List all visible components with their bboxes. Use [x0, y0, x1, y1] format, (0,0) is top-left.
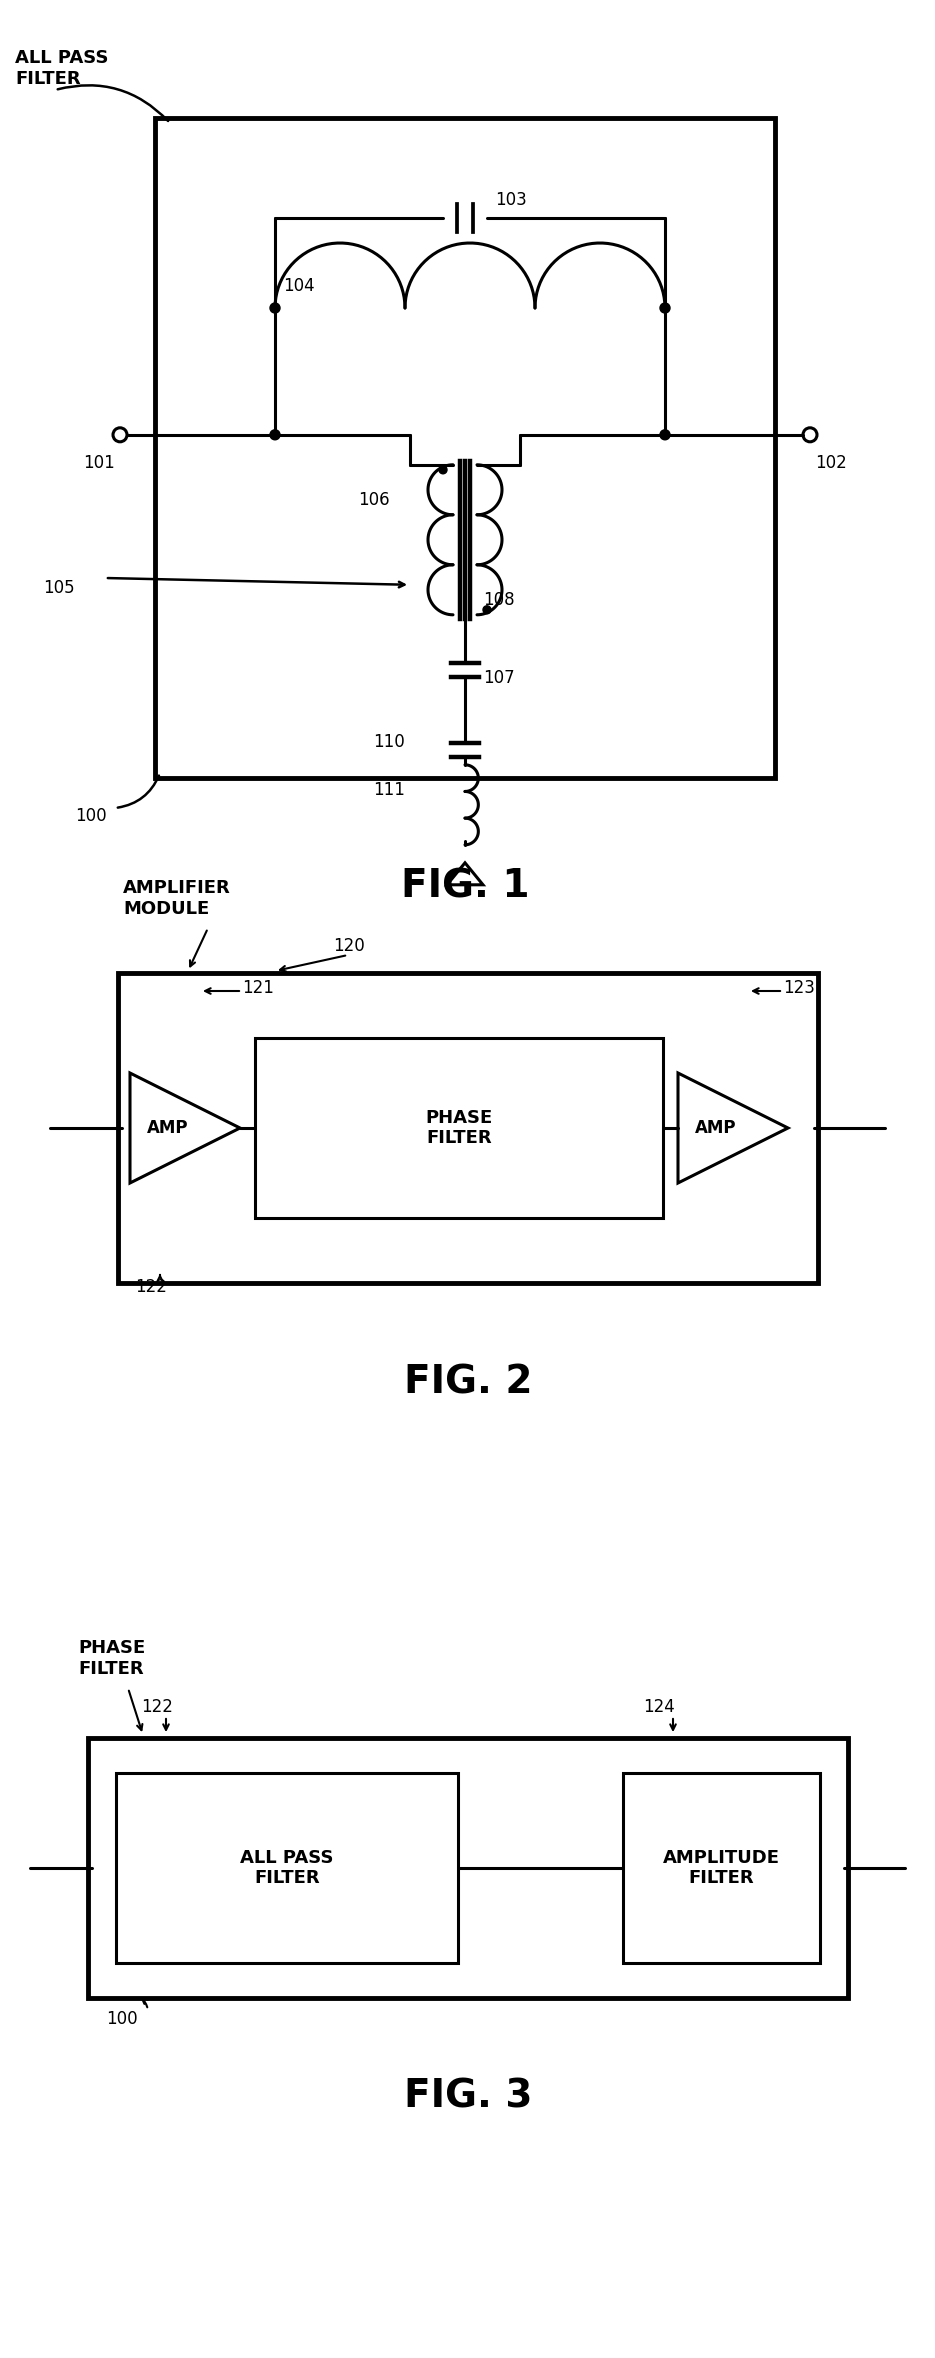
Text: 105: 105	[43, 580, 75, 597]
Text: 102: 102	[815, 453, 847, 472]
Text: 100: 100	[75, 806, 107, 825]
Bar	[255, 1038, 663, 1219]
Circle shape	[483, 606, 491, 613]
Text: 101: 101	[83, 453, 115, 472]
Circle shape	[660, 429, 670, 441]
Text: 110: 110	[373, 733, 405, 750]
Text: FIG. 3: FIG. 3	[404, 2077, 532, 2115]
Bar	[155, 118, 775, 778]
Text: AMP: AMP	[147, 1120, 189, 1137]
Circle shape	[660, 302, 670, 314]
Text: 122: 122	[135, 1278, 166, 1297]
Bar	[118, 974, 818, 1283]
Circle shape	[270, 429, 280, 441]
Text: AMP: AMP	[696, 1120, 737, 1137]
Text: FIG. 2: FIG. 2	[404, 1363, 532, 1401]
Text: ALL PASS
FILTER: ALL PASS FILTER	[240, 1849, 334, 1886]
Circle shape	[270, 302, 280, 314]
Text: 106: 106	[358, 490, 390, 509]
Text: 121: 121	[242, 979, 274, 997]
Circle shape	[439, 467, 447, 474]
Text: 111: 111	[373, 780, 405, 799]
Text: AMPLIFIER
MODULE: AMPLIFIER MODULE	[123, 880, 231, 917]
Text: PHASE
FILTER: PHASE FILTER	[425, 1108, 493, 1148]
Text: 100: 100	[106, 2009, 137, 2028]
Text: PHASE
FILTER: PHASE FILTER	[78, 1639, 145, 1679]
Bar	[116, 1773, 458, 1962]
Text: 107: 107	[483, 670, 514, 686]
Text: 108: 108	[483, 592, 514, 608]
Text: 103: 103	[495, 191, 526, 210]
Text: ALL PASS
FILTER: ALL PASS FILTER	[15, 50, 108, 87]
Text: 123: 123	[783, 979, 815, 997]
Text: 124: 124	[643, 1698, 675, 1717]
Text: 104: 104	[283, 276, 314, 295]
Bar	[623, 1773, 820, 1962]
Text: 122: 122	[141, 1698, 173, 1717]
Text: 120: 120	[333, 936, 365, 955]
Bar	[88, 1738, 848, 1997]
Text: FIG. 1: FIG. 1	[401, 868, 529, 905]
Text: AMPLITUDE
FILTER: AMPLITUDE FILTER	[663, 1849, 780, 1886]
